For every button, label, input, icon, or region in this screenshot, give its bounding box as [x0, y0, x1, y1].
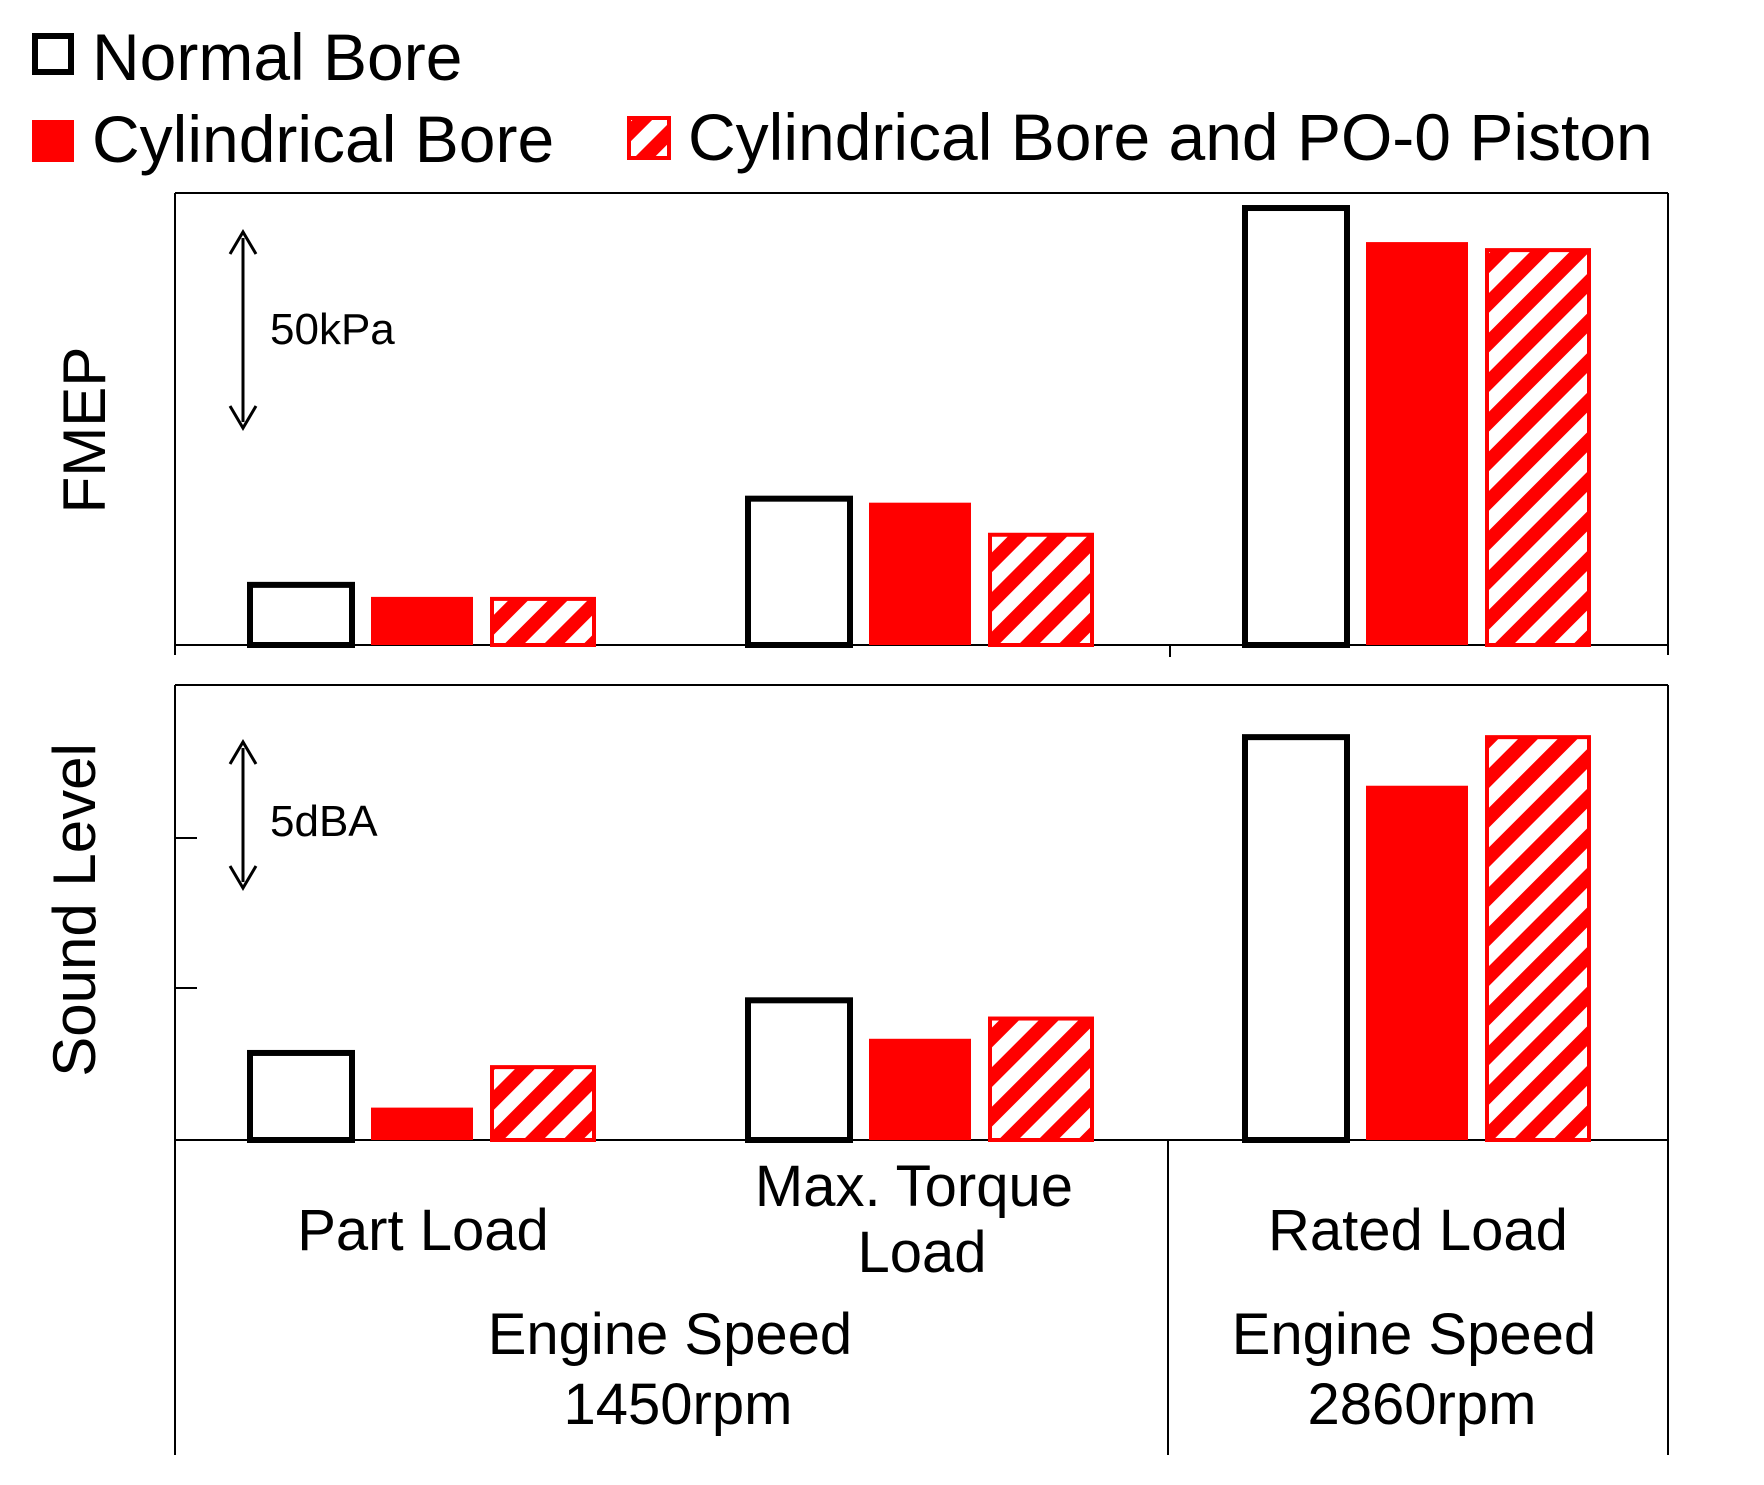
category-axis: Part Load Max. Torque Load Rated Load En… — [297, 1154, 1613, 1437]
legend-label-po0-piston: Cylindrical Bore and PO-0 Piston — [688, 100, 1653, 174]
sound-bar-max-torque-normal-bore — [745, 997, 853, 1143]
fmep-bar-part-load-normal-bore — [247, 581, 355, 649]
sound-bar-rated-load-cylindrical-bore — [1366, 785, 1468, 1140]
group-label-2860rpm-line1: Engine Speed — [1232, 1302, 1596, 1367]
sound-bar-max-torque-cylindrical-bore — [869, 1038, 971, 1140]
fmep-bar-rated-load-po0-piston — [1485, 248, 1591, 647]
fmep-bar-rated-load-normal-bore — [1242, 205, 1350, 649]
fmep-scale-arrow-down — [228, 405, 258, 431]
fmep-bar-max-torque-normal-bore — [745, 495, 853, 648]
fmep-scale-bar: 50kPa — [228, 229, 395, 431]
sound-bar-part-load-normal-bore — [247, 1049, 355, 1143]
sound-bar-part-load-cylindrical-bore — [371, 1107, 473, 1140]
legend-label-normal-bore: Normal Bore — [92, 20, 462, 94]
legend-swatch-cylindrical-bore — [32, 120, 74, 162]
legend-swatch-po0-piston — [627, 116, 671, 160]
category-label-rated-load: Rated Load — [1268, 1198, 1568, 1263]
fmep-bar-max-torque-po0-piston — [988, 532, 1094, 648]
fmep-ylabel: FMEP — [51, 347, 118, 514]
category-label-part-load-line1: Part Load — [297, 1198, 549, 1263]
group-label-2860rpm: Engine Speed 2860rpm — [1232, 1302, 1613, 1437]
fmep-scale-arrow-up — [228, 229, 258, 255]
group-label-2860rpm-line2: 2860rpm — [1308, 1372, 1537, 1437]
sound-bar-part-load-po0-piston — [490, 1065, 596, 1142]
group-label-1450rpm: Engine Speed 1450rpm — [488, 1302, 869, 1437]
fmep-bar-part-load-cylindrical-bore — [371, 596, 473, 645]
sound-scale-arrow-down — [228, 865, 258, 891]
category-label-rated-load-line1: Rated Load — [1268, 1198, 1568, 1263]
sound-scale-label: 5dBA — [270, 797, 378, 846]
legend-label-cylindrical-bore: Cylindrical Bore — [92, 102, 554, 176]
group-label-1450rpm-line2: 1450rpm — [564, 1372, 793, 1437]
fmep-scale-label: 50kPa — [270, 305, 395, 354]
fmep-bar-rated-load-cylindrical-bore — [1366, 242, 1468, 645]
fmep-bars — [247, 205, 1591, 649]
category-label-max-torque-line2: Load — [857, 1220, 986, 1285]
sound-panel: Sound Level 5dBA — [41, 684, 1669, 1455]
sound-ylabel: Sound Level — [41, 743, 108, 1077]
fmep-bar-part-load-po0-piston — [490, 596, 596, 648]
legend-swatch-normal-bore — [32, 33, 74, 75]
category-label-max-torque-line1: Max. Torque — [755, 1154, 1073, 1219]
sound-bar-max-torque-po0-piston — [988, 1016, 1094, 1142]
sound-scale-bar: 5dBA — [228, 739, 378, 891]
group-label-1450rpm-line1: Engine Speed — [488, 1302, 852, 1367]
fmep-bar-max-torque-cylindrical-bore — [869, 502, 971, 645]
legend: Normal Bore Cylindrical Bore Cylindrical… — [32, 20, 1653, 176]
fmep-panel: FMEP 50kPa — [51, 192, 1669, 657]
category-label-max-torque-load: Max. Torque Load — [755, 1154, 1089, 1285]
sound-bars — [247, 734, 1591, 1144]
sound-bar-rated-load-normal-bore — [1242, 734, 1350, 1144]
sound-bar-rated-load-po0-piston — [1485, 735, 1591, 1143]
category-label-part-load: Part Load — [297, 1198, 549, 1263]
sound-scale-arrow-up — [228, 739, 258, 765]
